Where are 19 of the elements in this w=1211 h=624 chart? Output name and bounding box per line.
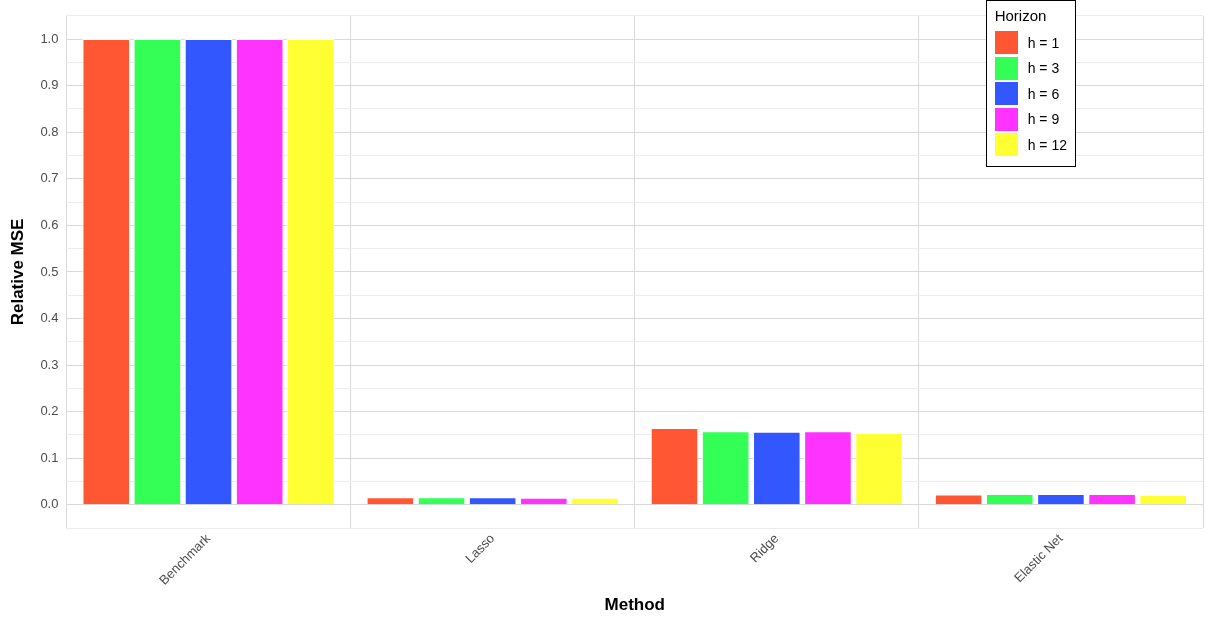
y-tick-label: 0.6: [40, 216, 59, 232]
y-tick-label: 0.3: [40, 356, 59, 372]
y-tick-label: 0.2: [40, 403, 59, 419]
legend-label: h = 3: [1027, 60, 1060, 77]
legend-label: h = 12: [1027, 136, 1067, 153]
y-tick-label: 0.5: [40, 263, 59, 279]
y-tick-label: 0.8: [40, 123, 59, 139]
legend-label: h = 1: [1027, 34, 1060, 51]
y-tick-label: 0.1: [40, 449, 59, 465]
legend-title: Horizon: [994, 7, 1048, 24]
y-tick-label: 0.9: [40, 77, 59, 93]
legend-label: h = 9: [1027, 111, 1060, 128]
y-tick-label: 0.7: [40, 170, 59, 186]
text: 0.0: [40, 496, 59, 512]
y-tick-label: 0.4: [40, 310, 59, 326]
x-axis-title: Method: [604, 595, 665, 615]
legend-label: h = 6: [1027, 85, 1060, 102]
y-axis-title: Relative MSE: [7, 218, 27, 326]
text: 1.0: [40, 30, 59, 46]
